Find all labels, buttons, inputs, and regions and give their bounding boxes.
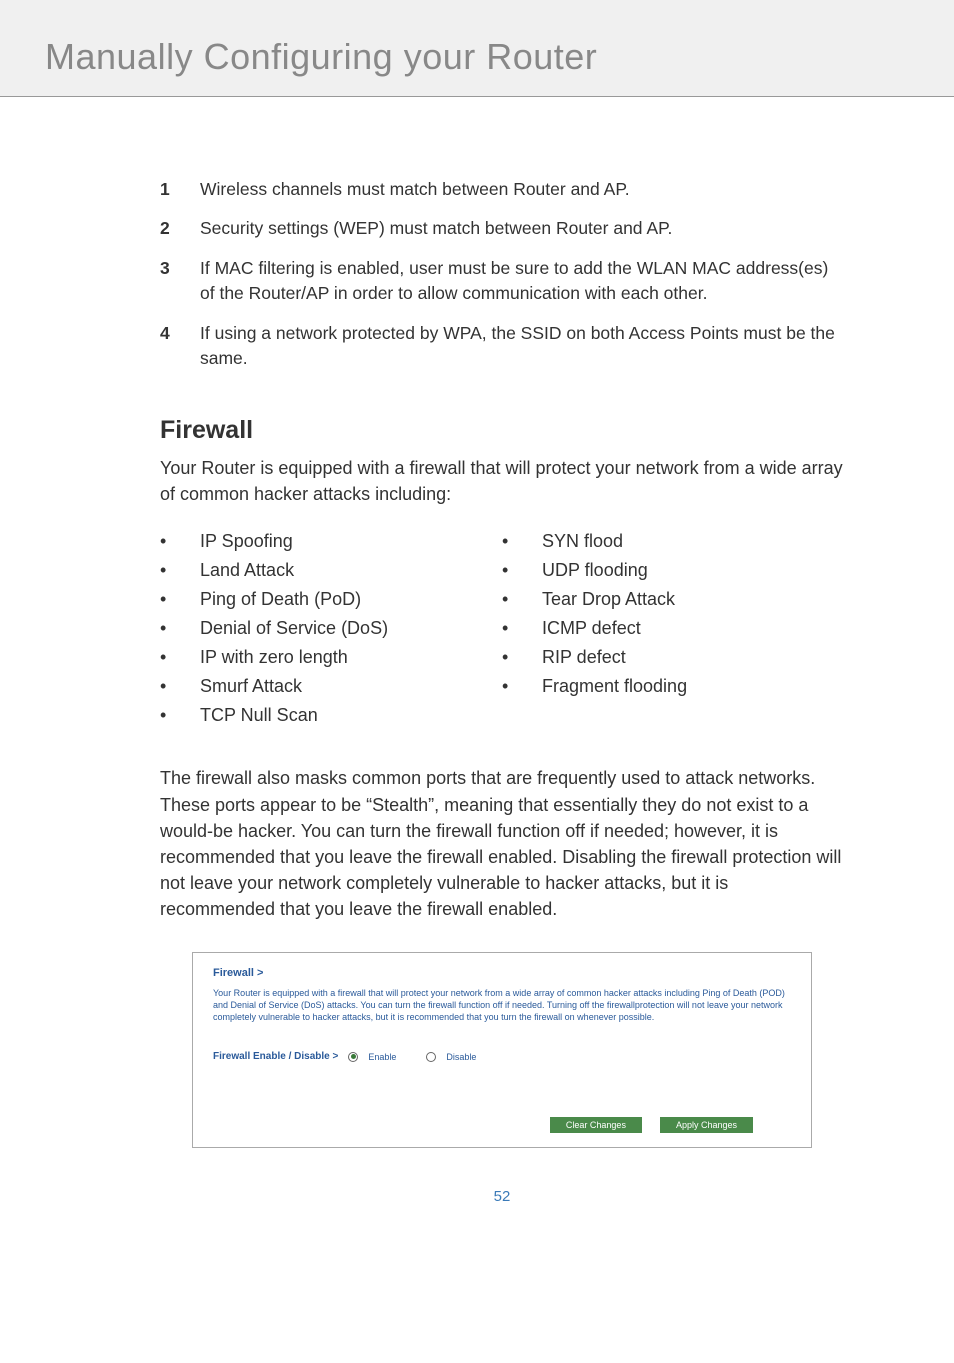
- bullet-icon: •: [502, 560, 542, 581]
- left-list: •IP Spoofing •Land Attack •Ping of Death…: [160, 527, 502, 730]
- firewall-heading: Firewall: [160, 416, 844, 445]
- button-row: Clear Changes Apply Changes: [213, 1117, 793, 1133]
- item-text: SYN flood: [542, 531, 623, 552]
- list-item: •UDP flooding: [502, 556, 844, 585]
- enable-radio[interactable]: [348, 1052, 358, 1062]
- step-row: 1Wireless channels must match between Ro…: [160, 177, 844, 202]
- firewall-intro: Your Router is equipped with a firewall …: [160, 455, 844, 507]
- disable-label: Disable: [446, 1052, 476, 1062]
- bullet-icon: •: [160, 647, 200, 668]
- bullet-icon: •: [502, 589, 542, 610]
- content-area: 1Wireless channels must match between Ro…: [0, 97, 954, 1245]
- panel-title: Firewall >: [213, 967, 793, 979]
- attack-list-columns: •IP Spoofing •Land Attack •Ping of Death…: [160, 527, 844, 730]
- item-text: Tear Drop Attack: [542, 589, 675, 610]
- step-num: 4: [160, 321, 200, 372]
- step-row: 4If using a network protected by WPA, th…: [160, 321, 844, 372]
- enable-label: Enable: [368, 1052, 396, 1062]
- bullet-icon: •: [160, 589, 200, 610]
- list-item: •Ping of Death (PoD): [160, 585, 502, 614]
- item-text: RIP defect: [542, 647, 626, 668]
- list-item: •SYN flood: [502, 527, 844, 556]
- item-text: Fragment flooding: [542, 676, 687, 697]
- page-header: Manually Configuring your Router: [0, 0, 954, 97]
- disable-radio[interactable]: [426, 1052, 436, 1062]
- clear-changes-button[interactable]: Clear Changes: [550, 1117, 642, 1133]
- item-text: UDP flooding: [542, 560, 648, 581]
- firewall-config-panel: Firewall > Your Router is equipped with …: [192, 952, 812, 1148]
- item-text: Denial of Service (DoS): [200, 618, 388, 639]
- step-row: 3If MAC filtering is enabled, user must …: [160, 256, 844, 307]
- step-num: 1: [160, 177, 200, 202]
- bullet-icon: •: [502, 531, 542, 552]
- item-text: IP with zero length: [200, 647, 348, 668]
- list-item: •Denial of Service (DoS): [160, 614, 502, 643]
- left-column: •IP Spoofing •Land Attack •Ping of Death…: [160, 527, 502, 730]
- numbered-steps: 1Wireless channels must match between Ro…: [160, 177, 844, 371]
- firewall-description: The firewall also masks common ports tha…: [160, 765, 844, 922]
- item-text: Smurf Attack: [200, 676, 302, 697]
- bullet-icon: •: [160, 676, 200, 697]
- step-text: Wireless channels must match between Rou…: [200, 177, 844, 202]
- step-text: If MAC filtering is enabled, user must b…: [200, 256, 844, 307]
- list-item: •Fragment flooding: [502, 672, 844, 701]
- step-text: If using a network protected by WPA, the…: [200, 321, 844, 372]
- bullet-icon: •: [160, 705, 200, 726]
- list-item: •IP with zero length: [160, 643, 502, 672]
- firewall-toggle-row: Firewall Enable / Disable > Enable Disab…: [213, 1051, 793, 1062]
- page-number: 52: [160, 1188, 844, 1205]
- list-item: •ICMP defect: [502, 614, 844, 643]
- list-item: •IP Spoofing: [160, 527, 502, 556]
- page-title: Manually Configuring your Router: [45, 36, 909, 78]
- item-text: Ping of Death (PoD): [200, 589, 361, 610]
- list-item: •Tear Drop Attack: [502, 585, 844, 614]
- list-item: •Smurf Attack: [160, 672, 502, 701]
- panel-description: Your Router is equipped with a firewall …: [213, 987, 793, 1023]
- item-text: IP Spoofing: [200, 531, 293, 552]
- item-text: ICMP defect: [542, 618, 641, 639]
- item-text: Land Attack: [200, 560, 294, 581]
- right-list: •SYN flood •UDP flooding •Tear Drop Atta…: [502, 527, 844, 701]
- item-text: TCP Null Scan: [200, 705, 318, 726]
- step-num: 2: [160, 216, 200, 241]
- apply-changes-button[interactable]: Apply Changes: [660, 1117, 753, 1133]
- bullet-icon: •: [160, 531, 200, 552]
- bullet-icon: •: [502, 647, 542, 668]
- bullet-icon: •: [502, 676, 542, 697]
- toggle-label: Firewall Enable / Disable >: [213, 1051, 338, 1062]
- list-item: •TCP Null Scan: [160, 701, 502, 730]
- right-column: •SYN flood •UDP flooding •Tear Drop Atta…: [502, 527, 844, 730]
- step-row: 2Security settings (WEP) must match betw…: [160, 216, 844, 241]
- step-text: Security settings (WEP) must match betwe…: [200, 216, 844, 241]
- list-item: •Land Attack: [160, 556, 502, 585]
- bullet-icon: •: [160, 618, 200, 639]
- bullet-icon: •: [160, 560, 200, 581]
- list-item: •RIP defect: [502, 643, 844, 672]
- step-num: 3: [160, 256, 200, 307]
- bullet-icon: •: [502, 618, 542, 639]
